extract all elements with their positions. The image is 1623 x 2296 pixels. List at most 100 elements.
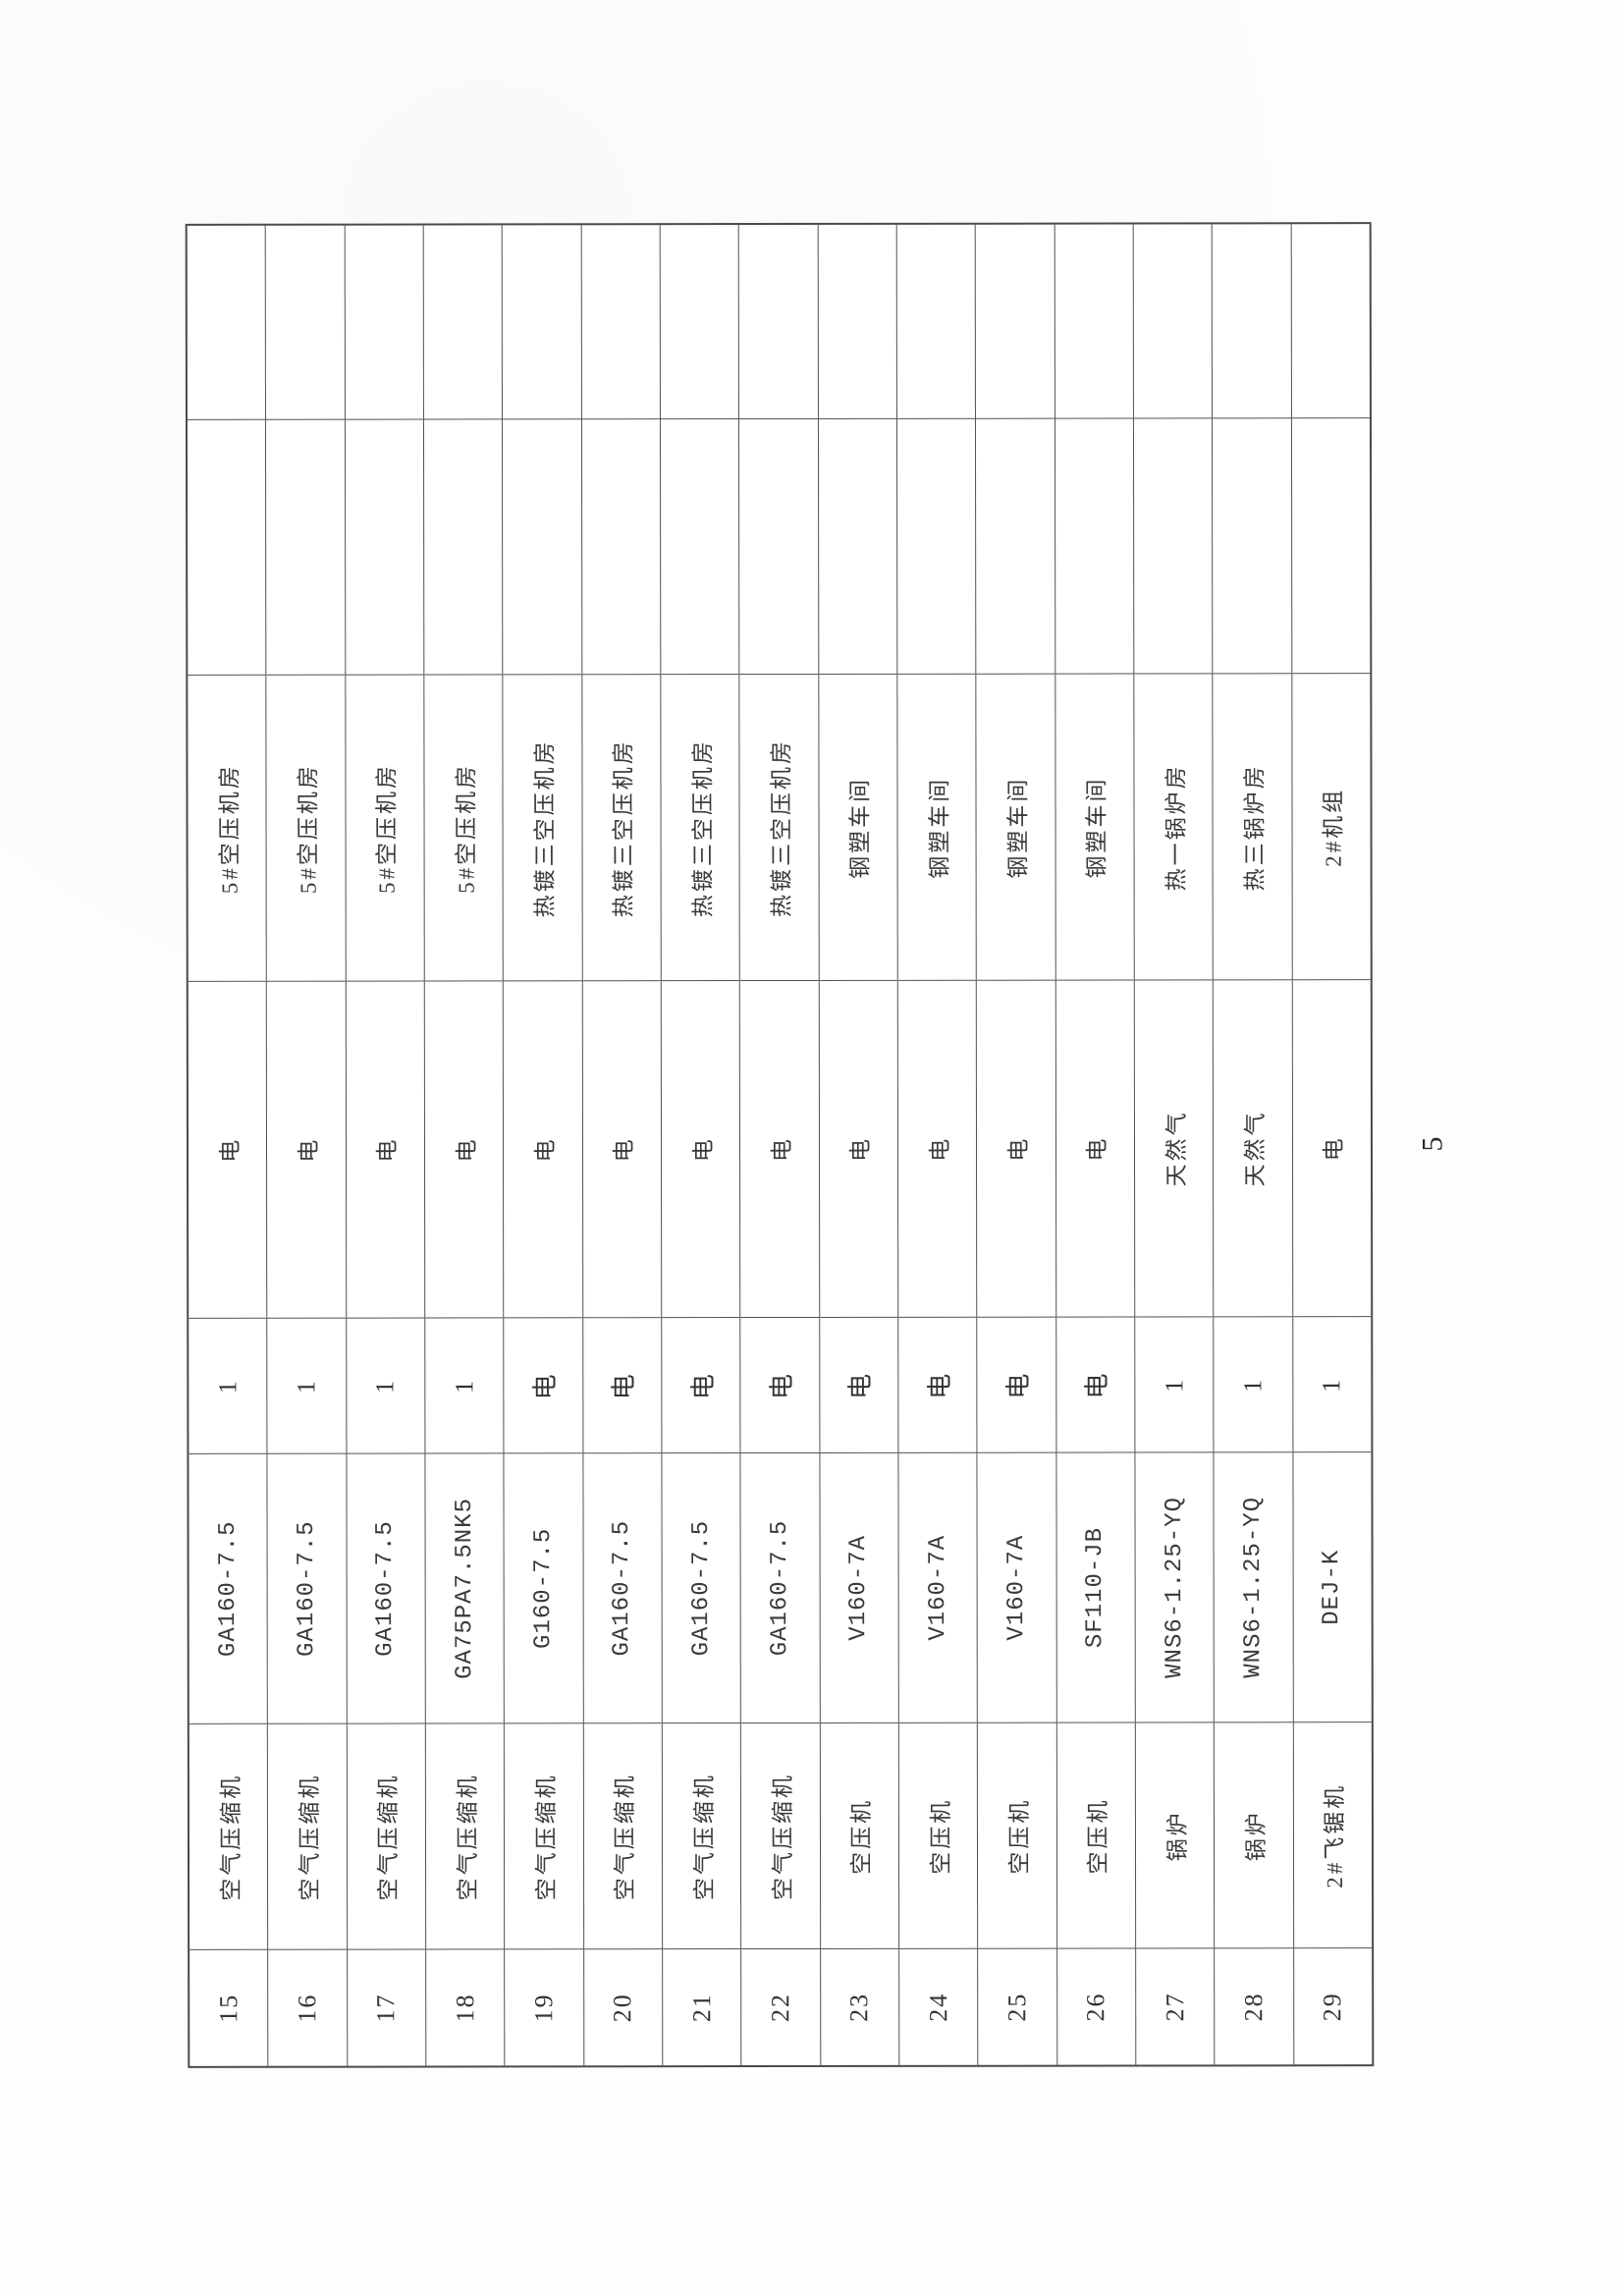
table-record-25: 钢塑车间电电 V160-7A 空压机 25 [975,224,1057,2065]
cell-energy-row-15: 电 [188,981,267,1319]
cell-no-row-17: 17 [348,1950,425,2066]
cell-text: GA160-7.5 [766,1519,794,1657]
cell-blank_tall-row-29 [1291,224,1370,419]
cell-text: 29 [1318,1992,1347,2022]
cell-text: 5#空压机房 [374,762,400,894]
cell-text: 电 [927,1135,952,1162]
cell-text: 27 [1160,1992,1189,2022]
cell-no-row-24: 24 [899,1949,977,2065]
cell-text: 21 [686,1993,716,2023]
equipment-table: 5#空压机房电 1 GA160-7.5 空气压缩机 15 5#空压机房电 1 GA160-7.… [185,222,1375,2068]
cell-blank_mid-row-24 [896,418,976,675]
cell-blank_mid-row-19 [503,419,581,676]
cell-blank_mid-row-22 [739,418,818,676]
cell-no-row-29: 29 [1294,1948,1372,2064]
cell-energy-row-27: 天然气 [1134,980,1214,1318]
cell-text: WNS6-1.25-YQ [1161,1497,1188,1678]
cell-no-row-22: 22 [741,1949,819,2065]
cell-location-row-27: 热一锅炉房 [1134,674,1214,981]
cell-text: 电 [296,1136,322,1163]
cell-text: 电 [532,1136,558,1163]
table-record-21: 热镀三空压机房电电 GA160-7.5 空气压缩机 21 [660,225,742,2066]
table-record-22: 热镀三空压机房电电 GA160-7.5 空气压缩机 22 [738,224,821,2066]
cell-name-row-15: 空气压缩机 [189,1723,268,1950]
cell-qty-row-26: 电 [1055,1317,1135,1453]
cell-text: 空气压缩机 [218,1773,243,1901]
cell-text: 15 [213,1993,243,2023]
cell-location-row-21: 热镀三空压机房 [661,675,740,982]
cell-energy-row-17: 电 [346,981,425,1319]
cell-text: 1 [370,1378,400,1394]
cell-model-row-28: WNS6-1.25-YQ [1214,1452,1293,1723]
cell-model-row-21: GA160-7.5 [662,1453,741,1724]
cell-text: 26 [1081,1992,1110,2022]
cell-text: 电 [848,1135,874,1162]
cell-blank_mid-row-16 [266,419,345,676]
cell-text: V160-7A [845,1534,873,1641]
cell-qty-row-29: 1 [1292,1317,1372,1453]
cell-text: 热镀三空压机房 [690,738,716,917]
cell-model-row-23: V160-7A [820,1452,898,1723]
cell-no-row-19: 19 [505,1949,582,2065]
cell-location-row-28: 热三锅炉房 [1213,674,1292,981]
cell-name-row-23: 空压机 [820,1722,899,1949]
cell-text: 17 [371,1993,401,2023]
cell-qty-row-23: 电 [819,1317,898,1453]
cell-text: 天然气 [1163,1110,1189,1187]
cell-text: 电 [375,1136,401,1163]
cell-location-row-19: 热镀三空压机房 [503,675,582,982]
cell-no-row-28: 28 [1215,1948,1292,2064]
cell-blank_tall-row-16 [266,225,345,420]
cell-blank_tall-row-23 [818,224,896,419]
cell-text: 电 [767,1371,796,1399]
cell-location-row-20: 热镀三空压机房 [581,675,661,982]
cell-model-row-15: GA160-7.5 [189,1453,268,1724]
cell-text: 空压机 [849,1797,875,1875]
cell-name-row-26: 空压机 [1056,1722,1136,1949]
cell-qty-row-15: 1 [189,1318,267,1454]
cell-text: 电 [454,1136,479,1163]
cell-text: 锅炉 [1243,1809,1269,1861]
cell-blank_mid-row-29 [1291,418,1371,675]
cell-location-row-23: 钢塑车间 [818,674,897,981]
cell-energy-row-28: 天然气 [1214,980,1292,1318]
cell-text: 1 [292,1378,321,1394]
cell-model-row-16: GA160-7.5 [267,1453,347,1724]
cell-model-row-25: V160-7A [977,1452,1056,1723]
cell-text: 1 [1238,1377,1268,1393]
cell-no-row-26: 26 [1057,1948,1135,2064]
cell-text: 热一锅炉房 [1163,762,1189,891]
cell-text: G160-7.5 [530,1527,558,1649]
table-record-19: 热镀三空压机房电电 G160-7.5 空气压缩机 19 [503,225,584,2066]
cell-text: 空气压缩机 [691,1772,717,1900]
cell-text: 24 [923,1992,952,2022]
cell-text: 电 [1005,1135,1031,1162]
table-record-17: 5#空压机房电 1 GA160-7.5 空气压缩机 17 [345,225,427,2066]
cell-model-row-22: GA160-7.5 [740,1452,820,1724]
cell-text: 电 [610,1371,639,1399]
table-record-23: 钢塑车间电电 V160-7A 空压机 23 [818,224,900,2065]
cell-location-row-29: 2#机组 [1291,674,1371,981]
cell-text: GA160-7.5 [372,1520,400,1657]
cell-text: DEJ-K [1319,1549,1346,1625]
cell-no-row-25: 25 [978,1949,1055,2065]
cell-name-row-22: 空气压缩机 [741,1722,820,1950]
cell-blank_tall-row-24 [896,224,976,419]
cell-blank_mid-row-23 [818,418,897,675]
cell-name-row-28: 锅炉 [1215,1722,1293,1949]
cell-name-row-20: 空气压缩机 [583,1723,663,1950]
cell-blank_tall-row-18 [423,225,503,420]
cell-name-row-21: 空气压缩机 [662,1723,741,1950]
cell-qty-row-19: 电 [504,1318,583,1454]
cell-energy-row-25: 电 [977,980,1055,1318]
cell-text: 22 [766,1992,795,2023]
cell-text: 电 [612,1136,637,1163]
cell-text: 25 [1002,1992,1032,2022]
cell-text: 1 [212,1378,243,1394]
cell-energy-row-16: 电 [267,981,346,1319]
cell-text: 热三锅炉房 [1242,762,1268,891]
cell-blank_tall-row-28 [1212,224,1291,419]
cell-text: 5#空压机房 [296,762,321,894]
cell-blank_mid-row-18 [423,419,503,676]
cell-blank_mid-row-25 [976,418,1055,675]
